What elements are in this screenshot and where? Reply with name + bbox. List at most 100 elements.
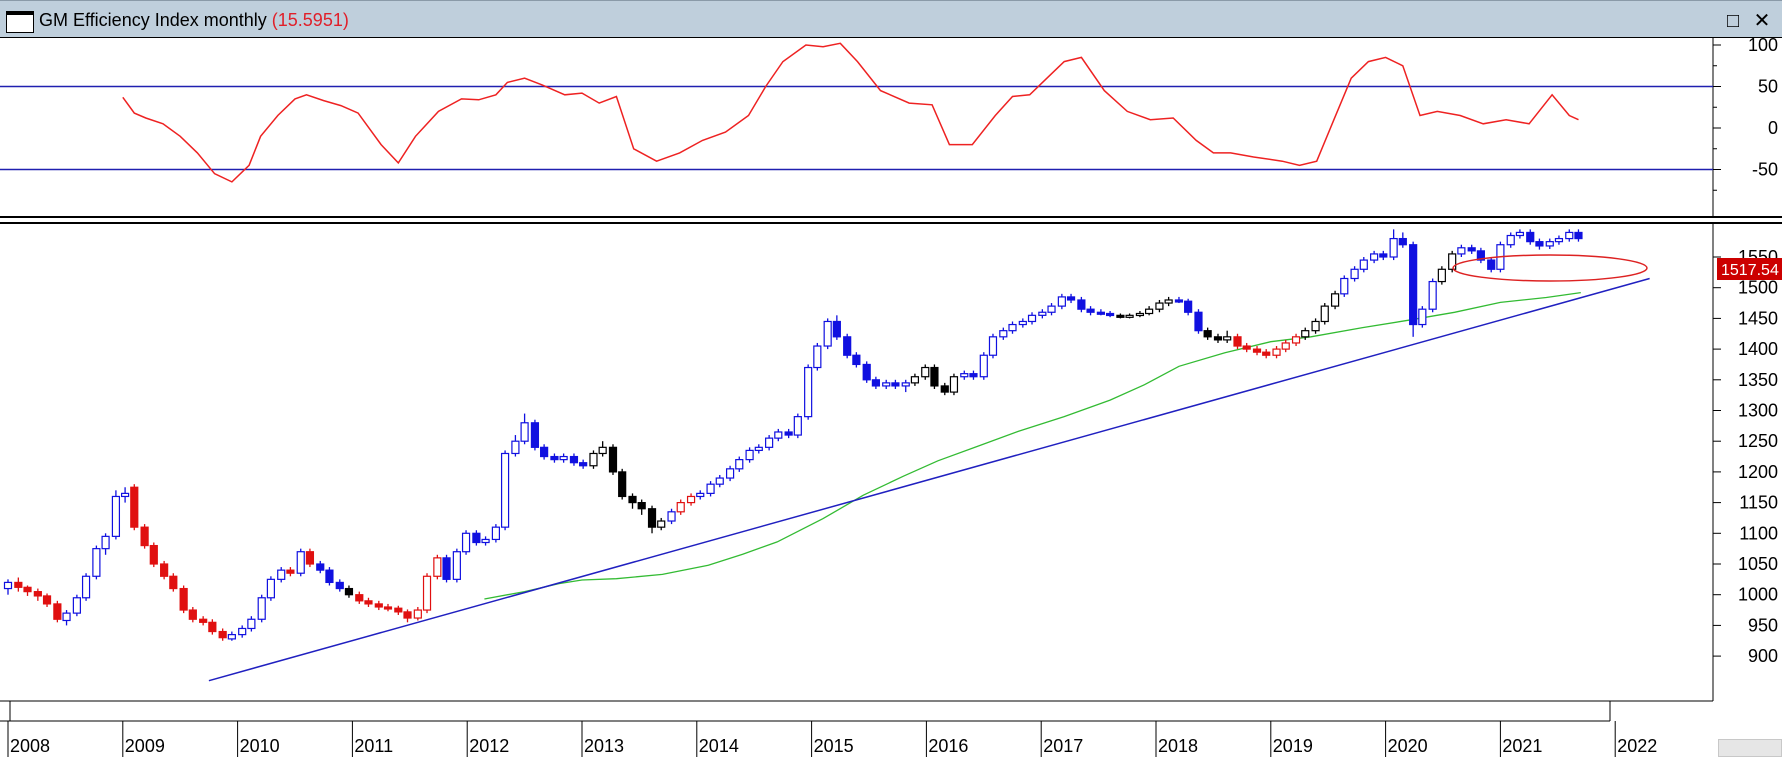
candle bbox=[628, 493, 637, 509]
candle-body bbox=[1545, 241, 1554, 247]
candle-body bbox=[169, 575, 178, 590]
year-labels: 2008 2009 2010 2011 2012 2013 2014 2015 2016 2017… bbox=[7, 721, 1657, 757]
candle-body bbox=[394, 607, 403, 613]
candle bbox=[647, 505, 657, 534]
candle bbox=[227, 631, 236, 641]
candle bbox=[579, 459, 588, 469]
candle bbox=[383, 603, 393, 612]
candle-body bbox=[1018, 320, 1027, 326]
candle bbox=[1184, 298, 1193, 316]
candle bbox=[120, 487, 130, 503]
candle-body bbox=[1105, 312, 1115, 317]
candle-body bbox=[188, 609, 197, 620]
candle-body bbox=[969, 373, 978, 378]
window-title: GM Efficiency Index monthly (15.5951) bbox=[39, 10, 349, 31]
candle-body bbox=[930, 366, 939, 387]
candle bbox=[277, 567, 286, 583]
candle bbox=[852, 352, 861, 368]
candle bbox=[550, 453, 559, 463]
candle-body bbox=[862, 363, 871, 381]
candle bbox=[784, 428, 793, 439]
candle bbox=[394, 605, 403, 615]
candle bbox=[218, 628, 227, 641]
candle-body bbox=[891, 382, 900, 387]
candle-body bbox=[657, 520, 666, 528]
price-tick-label: 900 bbox=[1748, 646, 1778, 666]
window-titlebar: GM Efficiency Index monthly (15.5951) □ … bbox=[0, 0, 1782, 37]
year-label: 2014 bbox=[699, 736, 739, 756]
candle-body bbox=[383, 606, 393, 610]
candle bbox=[715, 474, 724, 488]
candle bbox=[1174, 296, 1184, 304]
candle-body bbox=[1164, 299, 1173, 304]
candle bbox=[335, 579, 344, 592]
candle bbox=[1262, 349, 1271, 359]
candle-body bbox=[921, 366, 930, 378]
candle bbox=[1233, 333, 1242, 350]
horizontal-scrollbar-thumb[interactable] bbox=[1718, 739, 1782, 757]
candle-body bbox=[667, 511, 676, 522]
candle-body bbox=[355, 594, 364, 602]
candle bbox=[1350, 266, 1359, 282]
candle bbox=[442, 554, 451, 583]
candle bbox=[1164, 296, 1173, 307]
candle-body bbox=[696, 492, 705, 498]
candle bbox=[1116, 313, 1125, 319]
candle bbox=[130, 484, 139, 531]
candle bbox=[403, 609, 412, 623]
year-label: 2011 bbox=[354, 736, 393, 756]
candle-body bbox=[725, 468, 735, 479]
candle bbox=[569, 453, 579, 466]
candle bbox=[296, 548, 305, 577]
candle bbox=[1125, 313, 1134, 319]
price-pane: 1550150014501400135013001250120011501100… bbox=[0, 222, 1782, 701]
maximize-icon[interactable]: □ bbox=[1726, 10, 1740, 32]
candle-body bbox=[793, 416, 802, 436]
candle-body bbox=[72, 597, 81, 614]
candle-body bbox=[1174, 299, 1184, 303]
candle bbox=[1409, 241, 1418, 337]
system-menu-icon[interactable] bbox=[6, 11, 34, 33]
candle bbox=[1272, 346, 1281, 359]
year-label: 2019 bbox=[1273, 736, 1313, 756]
candle bbox=[1476, 247, 1485, 264]
candle bbox=[735, 456, 744, 472]
candle-body bbox=[1554, 237, 1564, 243]
candle-body bbox=[1213, 336, 1223, 341]
candle-body bbox=[979, 354, 988, 378]
candle-body bbox=[765, 437, 774, 448]
candle-body bbox=[949, 376, 959, 393]
candle bbox=[765, 435, 774, 451]
candle bbox=[42, 593, 52, 607]
price-tick-label: 1250 bbox=[1738, 431, 1778, 451]
candle bbox=[979, 352, 988, 380]
candle-body bbox=[1526, 231, 1535, 243]
candle bbox=[949, 373, 959, 396]
candle bbox=[1223, 330, 1232, 343]
candle-body bbox=[238, 627, 247, 636]
candle bbox=[969, 370, 978, 380]
candle-body bbox=[218, 630, 227, 639]
candle-body bbox=[62, 612, 71, 622]
candle bbox=[1457, 244, 1466, 257]
candle-body bbox=[882, 382, 891, 387]
highlight-ellipse bbox=[1452, 254, 1648, 282]
candle bbox=[1526, 229, 1535, 245]
close-icon[interactable]: ✕ bbox=[1753, 10, 1771, 32]
candle bbox=[901, 379, 910, 393]
candle-body bbox=[92, 548, 101, 577]
price-tick-label: 1350 bbox=[1738, 370, 1778, 390]
year-label: 2015 bbox=[814, 736, 854, 756]
candle-body bbox=[130, 486, 139, 528]
candle-body bbox=[910, 376, 920, 384]
candle bbox=[1155, 299, 1164, 313]
candle bbox=[257, 594, 266, 623]
candle-body bbox=[1223, 336, 1232, 341]
candle bbox=[1379, 250, 1388, 261]
candle bbox=[1086, 306, 1095, 316]
candle bbox=[140, 524, 149, 549]
candle bbox=[1105, 311, 1115, 318]
candle bbox=[960, 370, 969, 380]
candle-body bbox=[1145, 308, 1154, 315]
candle bbox=[1467, 244, 1476, 254]
